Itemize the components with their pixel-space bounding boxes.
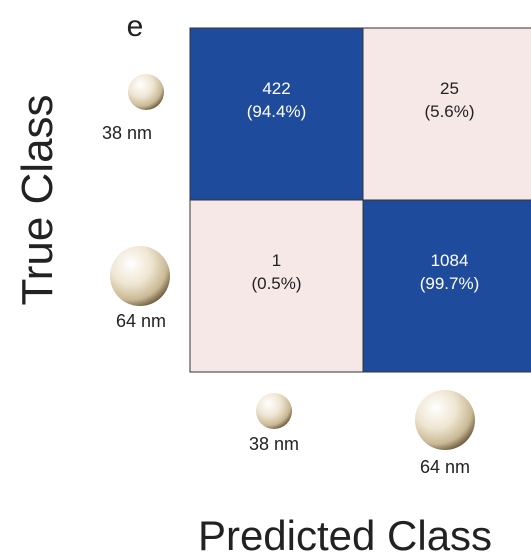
matrix-cells: 422 (94.4%) 25 (5.6%) 1 (0.5%) 1084 (99.7%) [189, 27, 531, 373]
cell-count-r0-c0: 422 [262, 79, 290, 98]
cell-count-r1-c1: 1084 [431, 251, 469, 270]
x-axis-label: Predicted Class [198, 512, 492, 558]
cell-percent-r1-c0: (0.5%) [251, 274, 301, 293]
matrix-cell-r1-c0 [189, 199, 364, 373]
panel-label: e [127, 10, 144, 43]
col-label-64nm: 64 nm [420, 457, 470, 477]
cell-percent-r1-c1: (99.7%) [420, 274, 480, 293]
row-label-64nm: 64 nm [116, 311, 166, 331]
cell-percent-r0-c0: (94.4%) [247, 102, 307, 121]
cell-count-r1-c0: 1 [272, 251, 281, 270]
sphere-col-64nm-icon [415, 390, 475, 450]
row-label-38nm: 38 nm [102, 123, 152, 143]
cell-percent-r0-c1: (5.6%) [424, 102, 474, 121]
sphere-row-64nm-icon [110, 246, 170, 306]
col-label-38nm: 38 nm [249, 434, 299, 454]
matrix-cell-r0-c0 [189, 27, 364, 201]
sphere-col-38nm-icon [256, 393, 292, 429]
cell-count-r0-c1: 25 [440, 79, 459, 98]
matrix-cell-r1-c1 [362, 199, 531, 373]
sphere-row-38nm-icon [128, 74, 164, 110]
matrix-cell-r0-c1 [362, 27, 531, 201]
y-axis-label: True Class [13, 94, 62, 305]
